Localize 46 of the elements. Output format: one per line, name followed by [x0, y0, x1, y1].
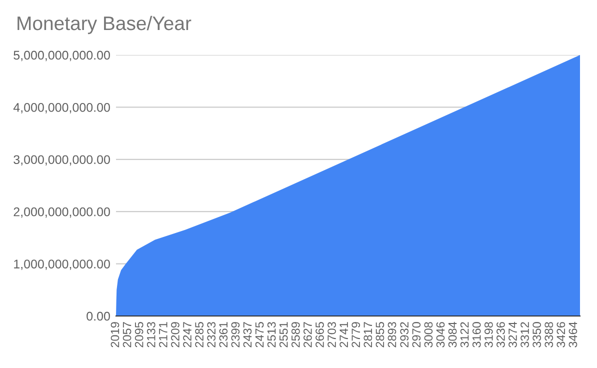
x-tick-label: 2589	[291, 322, 300, 348]
x-tick-label: 3046	[436, 322, 445, 348]
x-tick-label: 2019	[110, 322, 120, 348]
x-tick-label: 2475	[255, 322, 264, 348]
x-tick-label: 2551	[279, 322, 288, 348]
x-tick-label: 2703	[328, 322, 336, 348]
x-tick-label: 3350	[532, 322, 542, 348]
y-tick-label: 4,000,000,000.00	[13, 103, 110, 114]
x-tick-label: 2399	[231, 322, 240, 348]
x-tick-label: 3426	[556, 322, 566, 348]
x-tick-label: 2133	[146, 322, 156, 348]
x-tick-label: 2057	[122, 322, 132, 348]
x-tick-label: 2095	[134, 322, 144, 348]
y-tick-label: 0.00	[86, 312, 110, 321]
x-tick-label: 2323	[207, 322, 216, 348]
x-tick-label: 2817	[364, 322, 372, 348]
x-tick-label: 2893	[388, 322, 396, 348]
x-tick-label: 3008	[424, 322, 433, 348]
x-tick-label: 3084	[448, 322, 457, 348]
x-tick-label: 2970	[412, 322, 421, 348]
x-tick-label: 2741	[340, 322, 348, 348]
chart-title: Monetary Base/Year	[18, 16, 192, 34]
x-tick-label: 2627	[304, 322, 312, 348]
x-tick-label: 2285	[195, 322, 204, 348]
x-tick-label: 3122	[460, 322, 469, 348]
x-tick-label: 3312	[520, 322, 529, 348]
y-tick-label: 5,000,000,000.00	[14, 50, 110, 62]
x-tick-label: 2361	[219, 322, 228, 348]
x-tick-label: 2855	[376, 322, 384, 348]
x-tick-label: 2779	[352, 322, 360, 348]
x-tick-label: 3160	[472, 322, 481, 348]
x-tick-label: 3198	[484, 322, 493, 348]
x-tick-label: 3388	[544, 322, 554, 348]
x-tick-label: 2171	[158, 322, 168, 348]
x-tick-label: 3464	[568, 322, 578, 348]
y-tick-label: 1,000,000,000.00	[14, 260, 110, 270]
x-tick-label: 2247	[183, 322, 192, 348]
x-tick-label: 2932	[400, 322, 409, 348]
x-tick-label: 2437	[243, 322, 252, 348]
x-tick-label: 2209	[171, 322, 180, 348]
x-tick-label: 2665	[316, 322, 324, 348]
x-tick-label: 2513	[267, 322, 276, 348]
x-tick-label: 3236	[496, 322, 505, 348]
y-tick-label: 2,000,000,000.00	[14, 207, 110, 218]
y-tick-label: 3,000,000,000.00	[14, 155, 110, 166]
x-tick-label: 3274	[508, 322, 517, 348]
